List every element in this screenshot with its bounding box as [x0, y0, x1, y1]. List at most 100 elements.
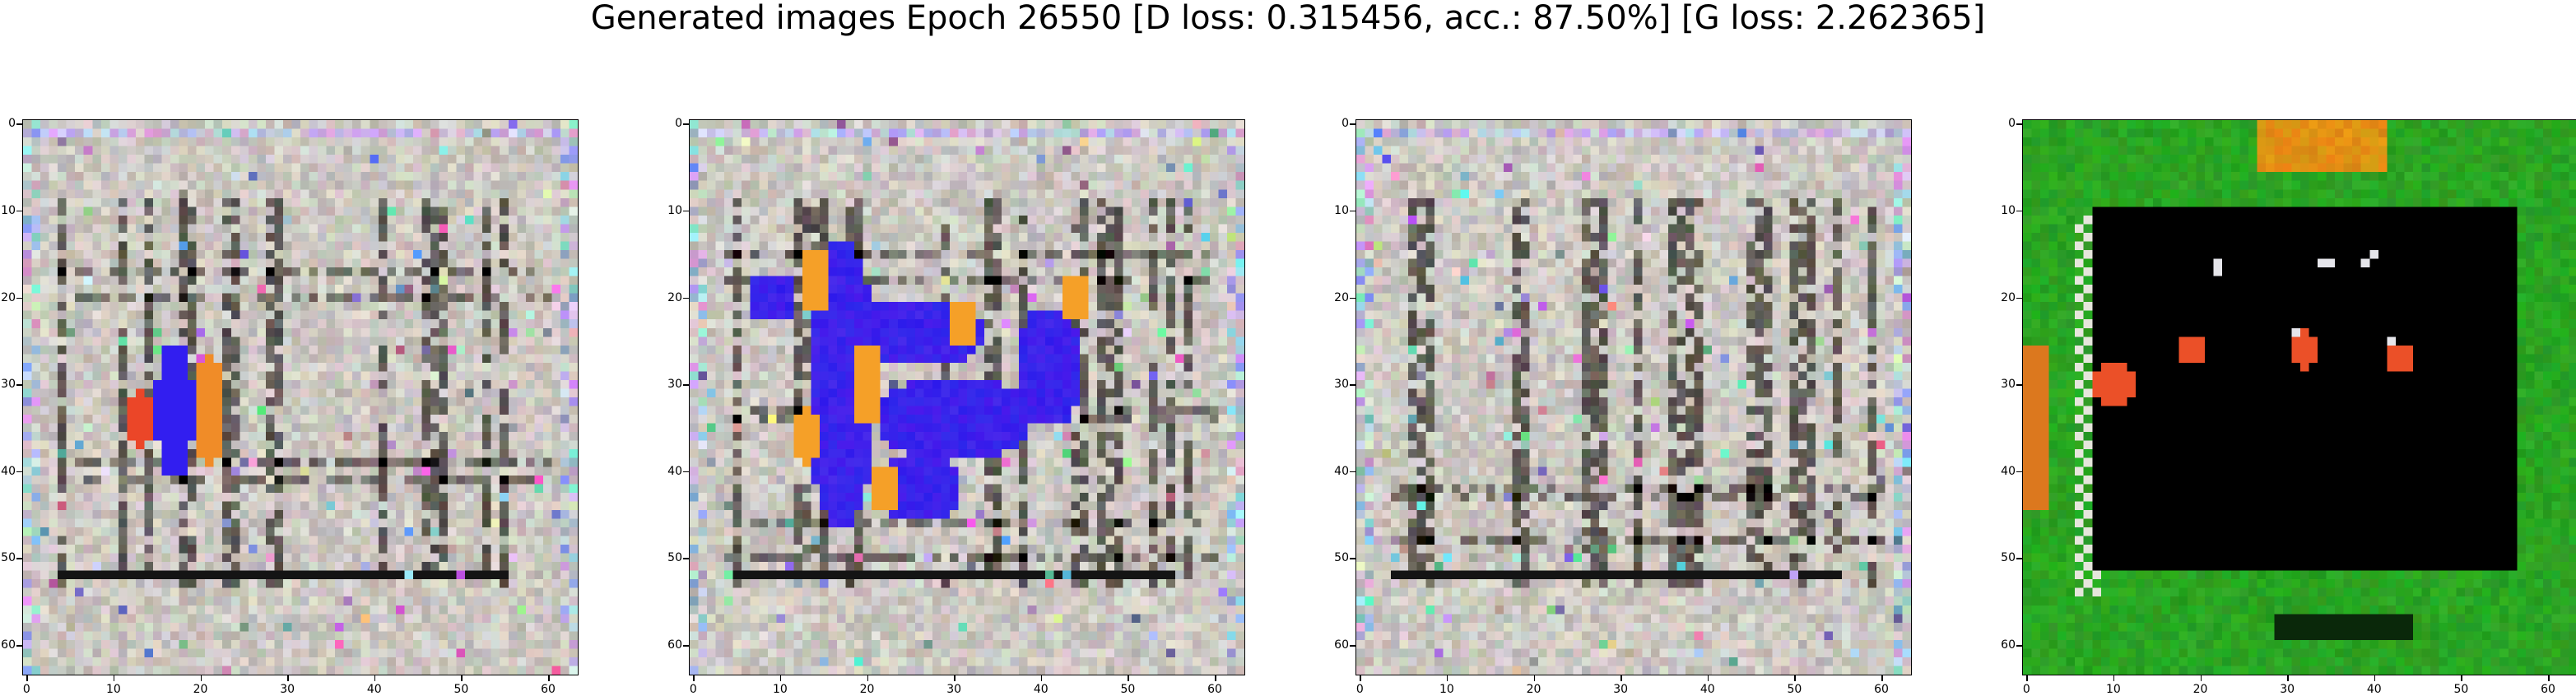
- x-tick: [1881, 675, 1883, 681]
- y-tick: [16, 471, 22, 473]
- generated-image-1: [22, 119, 579, 675]
- y-tick: [2016, 384, 2022, 386]
- x-tick: [779, 675, 782, 681]
- x-tick: [113, 675, 115, 681]
- x-tick-label: 30: [2280, 683, 2295, 696]
- x-tick-label: 0: [22, 683, 30, 696]
- x-tick: [2461, 675, 2462, 681]
- y-tick-label: 10: [2001, 203, 2016, 217]
- y-tick: [16, 123, 22, 125]
- x-tick-label: 40: [2366, 683, 2382, 696]
- y-tick: [2016, 471, 2022, 473]
- x-tick: [287, 675, 289, 681]
- x-tick-label: 0: [2022, 683, 2030, 696]
- x-tick-label: 20: [1526, 683, 1541, 696]
- y-tick-label: 60: [667, 638, 682, 652]
- y-tick: [1350, 384, 1355, 386]
- x-tick-label: 40: [1700, 683, 1715, 696]
- y-tick-label: 30: [1334, 378, 1349, 392]
- x-tick-label: 50: [1787, 683, 1802, 696]
- y-tick: [16, 297, 22, 299]
- y-tick: [16, 645, 22, 647]
- x-tick-label: 60: [541, 683, 556, 696]
- x-tick: [1707, 675, 1709, 681]
- image-panel-4: 0 0 10 10 20 20 30 30 40 40 50 50 60 60: [2001, 118, 2576, 695]
- x-tick-label: 20: [859, 683, 875, 696]
- y-tick-label: 30: [667, 378, 682, 392]
- y-tick-label: 10: [1, 203, 16, 217]
- y-tick-label: 40: [1, 464, 16, 478]
- x-tick: [2548, 675, 2550, 681]
- y-tick: [2016, 123, 2022, 125]
- y-tick-label: 50: [667, 551, 682, 565]
- x-tick-label: 50: [2453, 683, 2469, 696]
- x-tick-label: 30: [280, 683, 295, 696]
- x-tick-label: 20: [2192, 683, 2208, 696]
- y-tick-label: 20: [667, 290, 682, 304]
- image-panel-2: 0 0 10 10 20 20 30 30 40 40 50 50 60 60: [667, 118, 1245, 695]
- y-tick-label: 20: [2001, 290, 2016, 304]
- y-tick: [1350, 297, 1355, 299]
- x-tick: [1215, 675, 1216, 681]
- y-tick-label: 0: [2008, 117, 2016, 131]
- y-tick-label: 40: [1334, 464, 1349, 478]
- y-tick: [683, 645, 689, 647]
- y-tick-label: 10: [1334, 203, 1349, 217]
- y-tick: [1350, 123, 1355, 125]
- x-tick-label: 50: [453, 683, 469, 696]
- y-tick-label: 30: [2001, 378, 2016, 392]
- x-tick: [1040, 675, 1043, 681]
- y-tick: [1350, 645, 1355, 647]
- y-tick-label: 60: [1, 638, 16, 652]
- y-tick: [683, 297, 689, 299]
- y-tick: [683, 471, 689, 473]
- y-tick: [683, 123, 689, 125]
- generated-image-3: [1355, 119, 1912, 675]
- y-tick-label: 60: [2001, 638, 2016, 652]
- x-tick: [1128, 675, 1129, 681]
- x-tick: [867, 675, 869, 681]
- y-tick-label: 10: [667, 203, 682, 217]
- y-tick-label: 0: [1341, 117, 1349, 131]
- y-tick-label: 0: [675, 117, 682, 131]
- x-tick-label: 10: [772, 683, 788, 696]
- x-tick: [374, 675, 376, 681]
- y-tick: [2016, 645, 2022, 647]
- x-tick-label: 30: [946, 683, 962, 696]
- y-tick-label: 30: [1, 378, 16, 392]
- x-tick: [461, 675, 463, 681]
- x-tick: [2113, 675, 2115, 681]
- y-tick: [1350, 471, 1355, 473]
- x-tick: [2374, 675, 2376, 681]
- y-tick-label: 40: [2001, 464, 2016, 478]
- y-tick: [16, 558, 22, 559]
- y-tick: [1350, 210, 1355, 212]
- x-tick-label: 0: [1355, 683, 1364, 696]
- figure-title: Generated images Epoch 26550 [D loss: 0.…: [590, 0, 1986, 37]
- generated-image-2: [689, 119, 1245, 675]
- x-tick: [200, 675, 202, 681]
- x-tick-label: 40: [1033, 683, 1049, 696]
- x-tick-label: 10: [1439, 683, 1454, 696]
- y-tick: [1350, 558, 1355, 559]
- x-tick: [2200, 675, 2202, 681]
- x-tick-label: 20: [193, 683, 208, 696]
- x-tick: [2026, 675, 2028, 681]
- x-tick-label: 60: [1207, 683, 1222, 696]
- image-panel-3: 0 0 10 10 20 20 30 30 40 40 50 50 60 60: [1334, 118, 1912, 695]
- y-tick-label: 40: [667, 464, 682, 478]
- x-tick-label: 40: [366, 683, 382, 696]
- x-tick-label: 50: [1120, 683, 1136, 696]
- x-tick-label: 30: [1613, 683, 1629, 696]
- x-tick: [1620, 675, 1622, 681]
- x-tick-label: 60: [2541, 683, 2555, 696]
- y-tick: [2016, 558, 2022, 559]
- x-tick: [954, 675, 956, 681]
- x-tick: [1446, 675, 1448, 681]
- x-tick-label: 0: [689, 683, 697, 696]
- y-tick: [2016, 210, 2022, 212]
- y-tick: [683, 384, 689, 386]
- y-tick-label: 50: [1, 551, 16, 565]
- y-tick: [683, 558, 689, 559]
- x-tick: [1533, 675, 1536, 681]
